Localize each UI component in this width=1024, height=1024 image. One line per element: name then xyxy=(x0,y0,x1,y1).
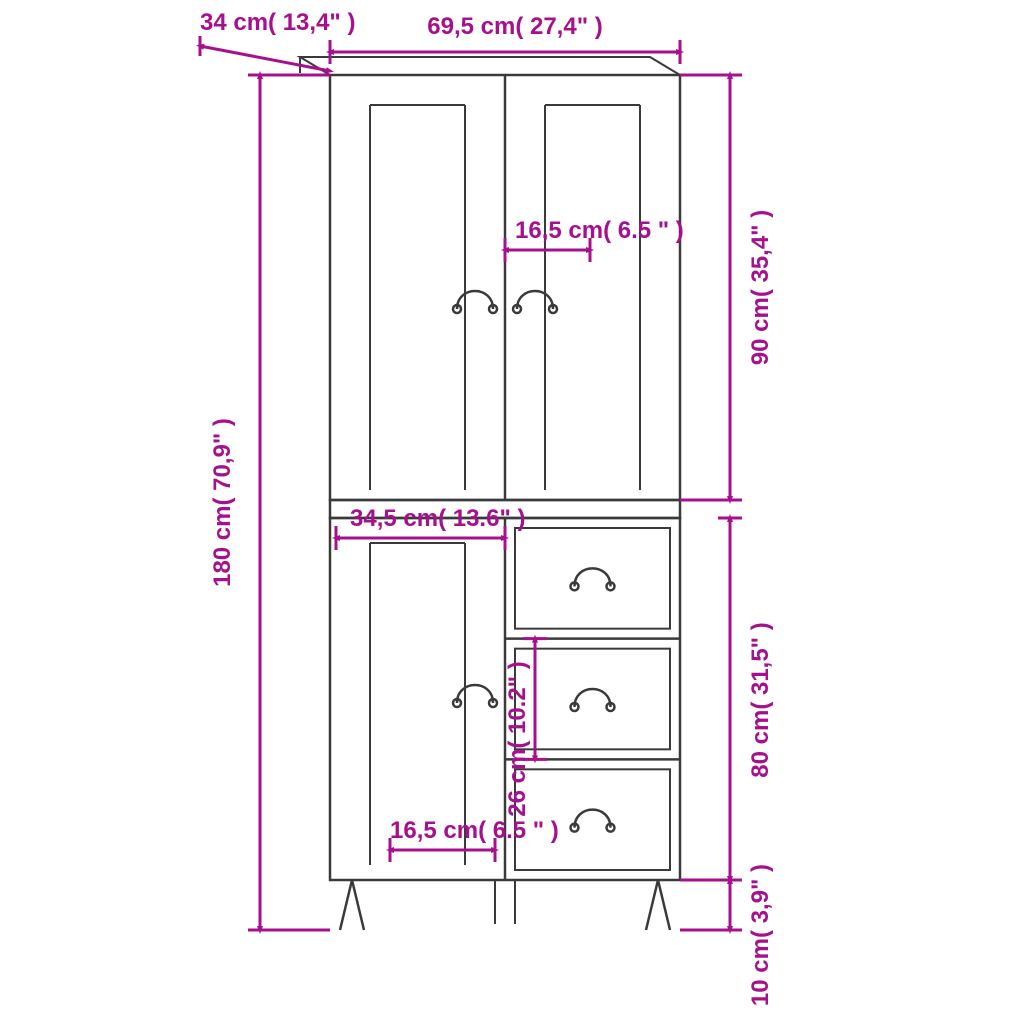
svg-text:10 cm( 3,9" ): 10 cm( 3,9" ) xyxy=(747,864,774,1006)
svg-text:69,5 cm( 27,4" ): 69,5 cm( 27,4" ) xyxy=(427,13,602,40)
svg-text:180 cm( 70,9" ): 180 cm( 70,9" ) xyxy=(209,418,236,587)
svg-text:16,5 cm( 6.5 " ): 16,5 cm( 6.5 " ) xyxy=(390,817,559,844)
svg-text:34,5 cm( 13.6" ): 34,5 cm( 13.6" ) xyxy=(350,505,525,532)
svg-text:80 cm( 31,5" ): 80 cm( 31,5" ) xyxy=(747,622,774,777)
svg-text:16,5 cm( 6.5 " ): 16,5 cm( 6.5 " ) xyxy=(515,217,684,244)
svg-text:34 cm( 13,4" ): 34 cm( 13,4" ) xyxy=(200,9,355,36)
svg-text:26 cm( 10.2" ): 26 cm( 10.2" ) xyxy=(504,661,531,816)
svg-text:90 cm( 35,4" ): 90 cm( 35,4" ) xyxy=(747,210,774,365)
